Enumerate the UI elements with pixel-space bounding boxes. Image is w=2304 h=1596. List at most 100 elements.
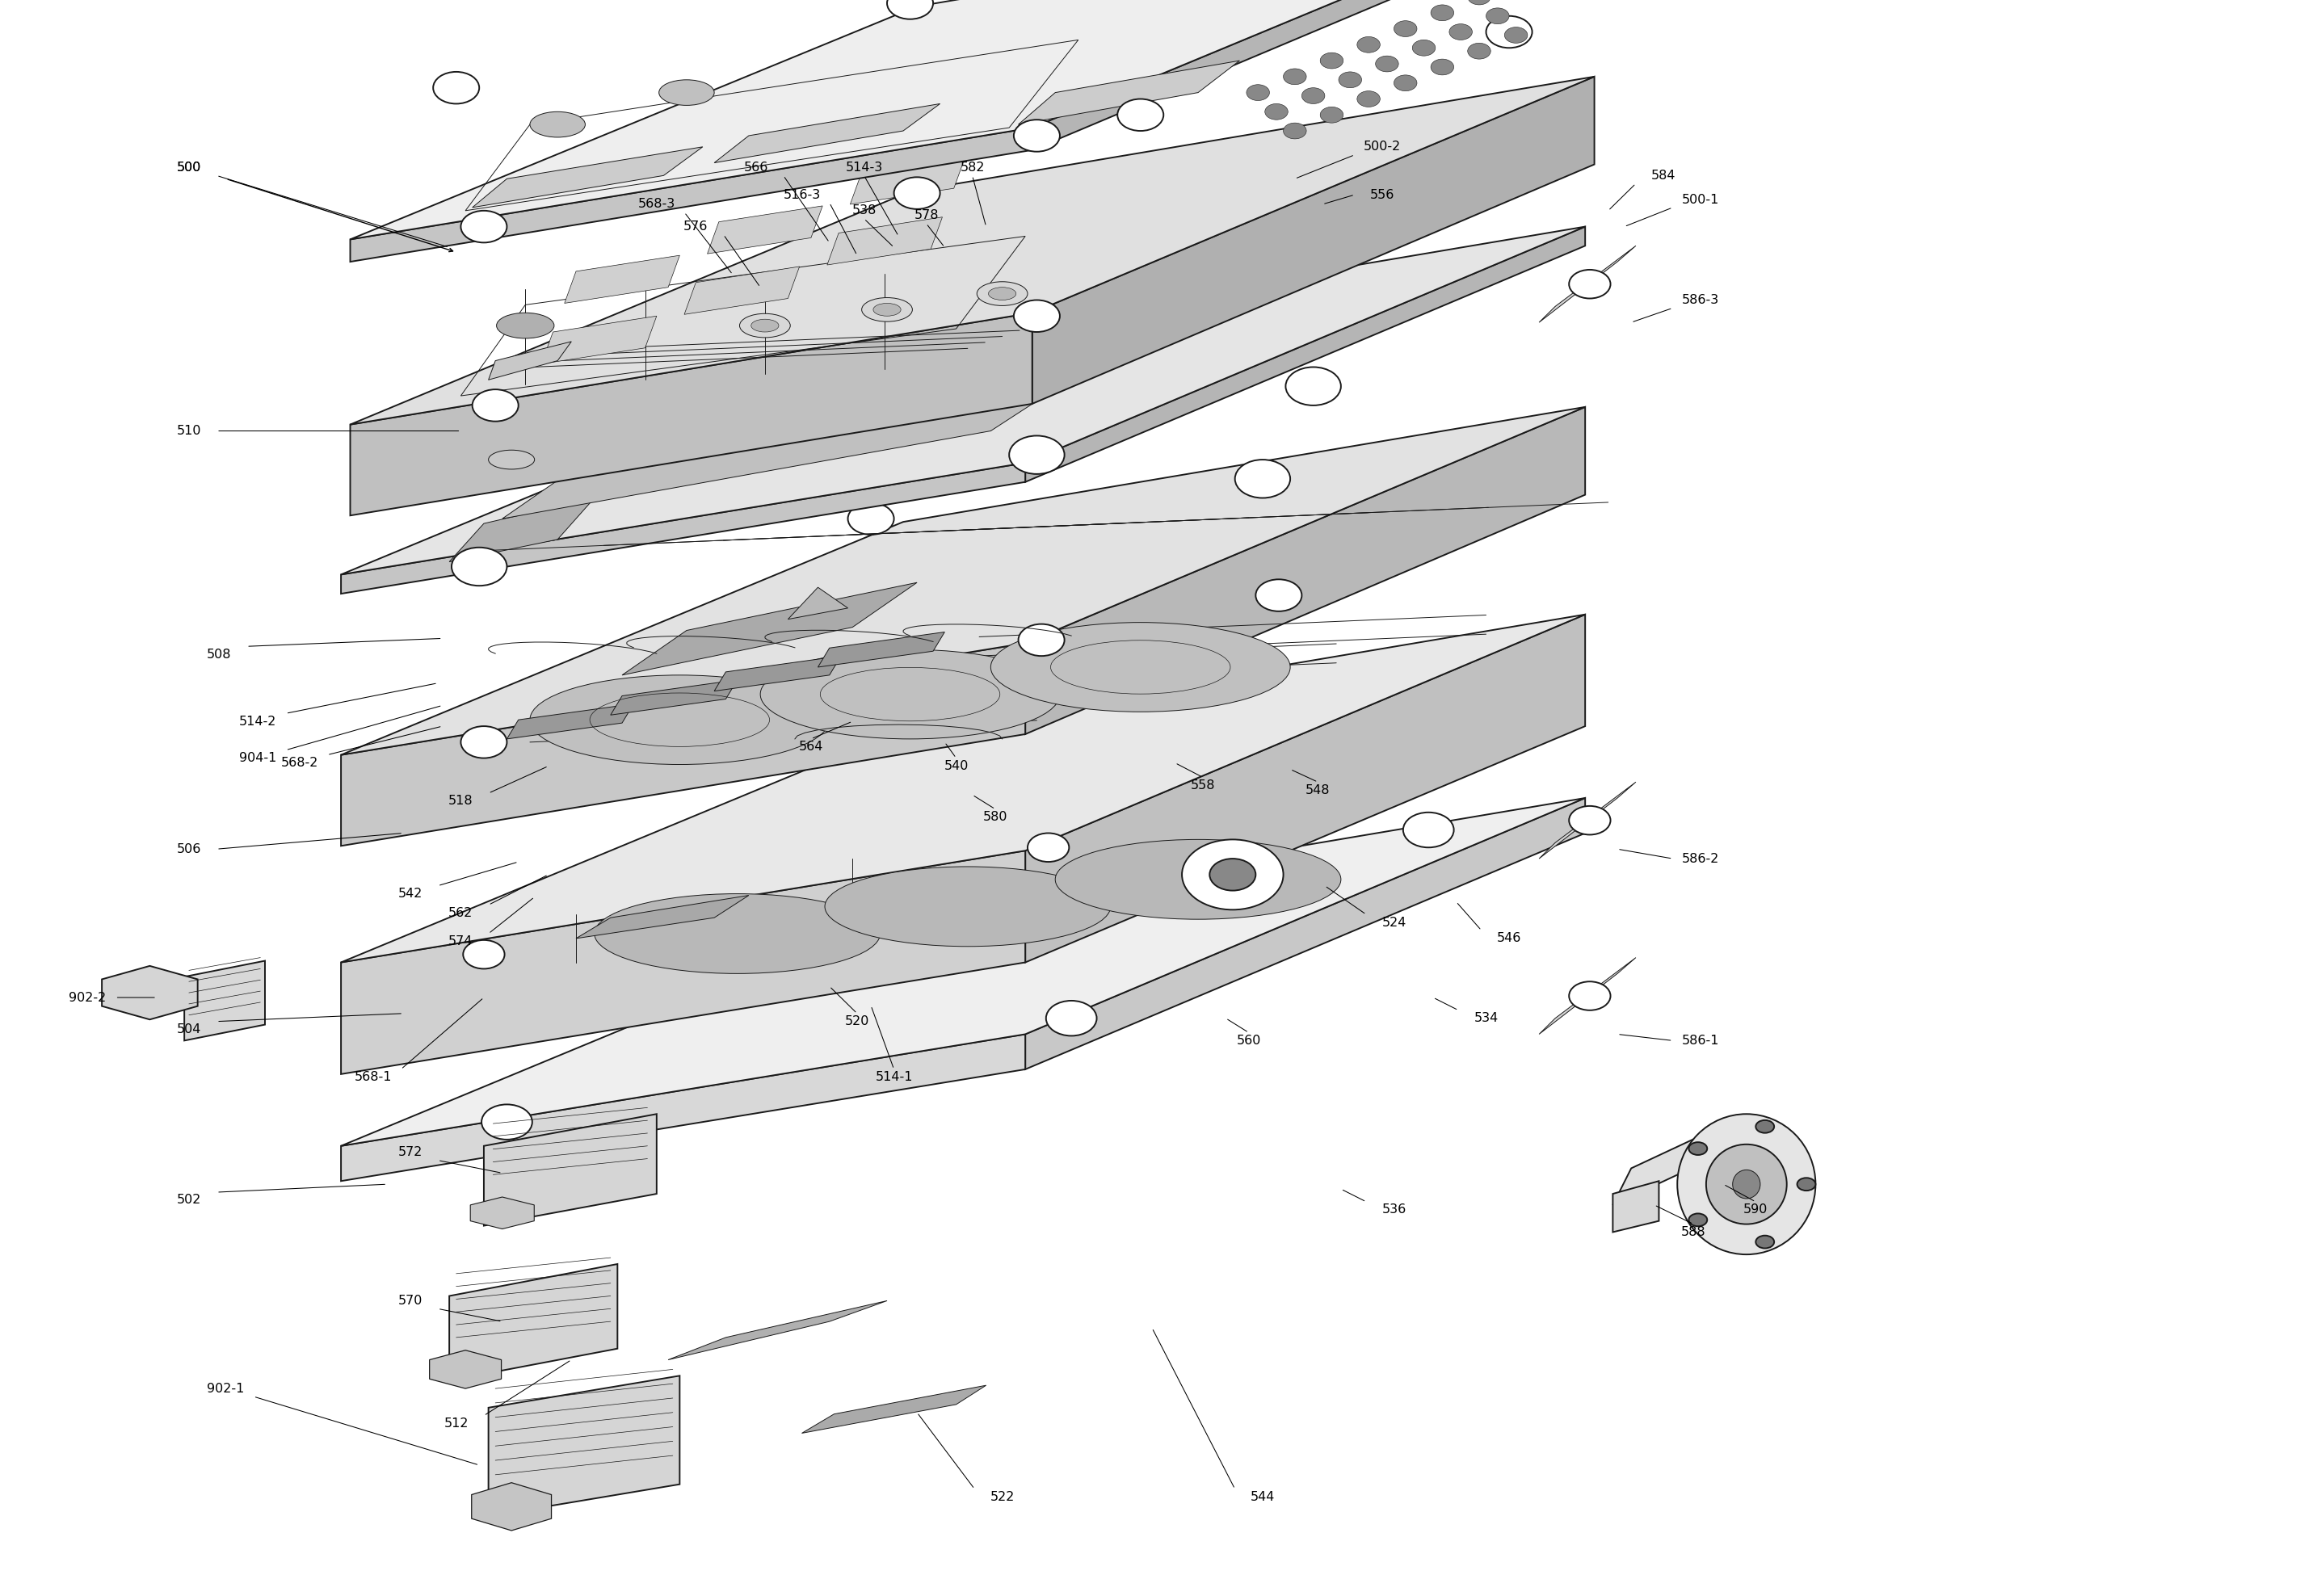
- Circle shape: [1375, 56, 1399, 72]
- Polygon shape: [564, 255, 680, 303]
- Circle shape: [1320, 53, 1343, 69]
- Polygon shape: [341, 614, 1585, 962]
- Text: 510: 510: [177, 425, 200, 437]
- Text: 588: 588: [1682, 1226, 1705, 1238]
- Circle shape: [1283, 69, 1306, 85]
- Polygon shape: [341, 227, 1585, 575]
- Text: 522: 522: [991, 1491, 1014, 1503]
- Text: 582: 582: [961, 161, 984, 174]
- Polygon shape: [507, 704, 634, 739]
- Ellipse shape: [991, 622, 1290, 712]
- Circle shape: [1394, 21, 1417, 37]
- Text: 558: 558: [1191, 779, 1214, 792]
- Polygon shape: [788, 587, 848, 619]
- Polygon shape: [576, 895, 749, 938]
- Circle shape: [887, 0, 933, 19]
- Polygon shape: [1539, 782, 1636, 859]
- Text: 578: 578: [915, 209, 938, 222]
- Polygon shape: [1025, 407, 1585, 734]
- Text: 548: 548: [1306, 784, 1329, 796]
- Polygon shape: [827, 217, 942, 265]
- Polygon shape: [488, 342, 571, 380]
- Circle shape: [1412, 40, 1435, 56]
- Polygon shape: [684, 267, 799, 314]
- Circle shape: [1339, 72, 1362, 88]
- Text: 500: 500: [177, 161, 200, 174]
- Text: 520: 520: [846, 1015, 869, 1028]
- Polygon shape: [184, 961, 265, 1041]
- Ellipse shape: [873, 303, 901, 316]
- Text: 564: 564: [799, 741, 823, 753]
- Circle shape: [1028, 833, 1069, 862]
- Ellipse shape: [988, 287, 1016, 300]
- Circle shape: [1689, 1143, 1707, 1156]
- Polygon shape: [802, 1385, 986, 1433]
- Circle shape: [889, 717, 931, 745]
- Text: 576: 576: [684, 220, 707, 233]
- Polygon shape: [1032, 0, 1601, 150]
- Circle shape: [1235, 460, 1290, 498]
- Polygon shape: [668, 1301, 887, 1360]
- Circle shape: [1265, 104, 1288, 120]
- Text: 500: 500: [177, 161, 200, 174]
- Circle shape: [1756, 1235, 1774, 1248]
- Ellipse shape: [498, 313, 553, 338]
- Text: 568-2: 568-2: [281, 757, 318, 769]
- Circle shape: [433, 72, 479, 104]
- Circle shape: [1246, 85, 1270, 101]
- Ellipse shape: [1677, 1114, 1816, 1254]
- Circle shape: [1018, 624, 1064, 656]
- Polygon shape: [350, 0, 1601, 239]
- Polygon shape: [341, 851, 1025, 1074]
- Ellipse shape: [530, 675, 829, 764]
- Circle shape: [1357, 37, 1380, 53]
- Text: 512: 512: [445, 1417, 468, 1430]
- Polygon shape: [1613, 1181, 1659, 1232]
- Text: 562: 562: [449, 907, 472, 919]
- Circle shape: [1449, 24, 1472, 40]
- Circle shape: [1182, 839, 1283, 910]
- Polygon shape: [1032, 77, 1594, 404]
- Circle shape: [461, 211, 507, 243]
- Ellipse shape: [760, 650, 1060, 739]
- Text: 538: 538: [852, 204, 876, 217]
- Circle shape: [896, 900, 947, 935]
- Circle shape: [1505, 27, 1528, 43]
- Text: 500-2: 500-2: [1364, 140, 1401, 153]
- Text: 904-1: 904-1: [240, 752, 276, 764]
- Text: 572: 572: [399, 1146, 422, 1159]
- Text: 514-1: 514-1: [876, 1071, 912, 1084]
- Text: 542: 542: [399, 887, 422, 900]
- Polygon shape: [1018, 61, 1240, 124]
- Text: 568-3: 568-3: [638, 198, 675, 211]
- Circle shape: [1320, 107, 1343, 123]
- Text: 518: 518: [449, 795, 472, 808]
- Text: 586-2: 586-2: [1682, 852, 1719, 865]
- Circle shape: [1046, 1001, 1097, 1036]
- Ellipse shape: [862, 298, 912, 322]
- Ellipse shape: [751, 319, 779, 332]
- Circle shape: [1302, 88, 1325, 104]
- Ellipse shape: [488, 450, 535, 469]
- Polygon shape: [341, 1034, 1025, 1181]
- Polygon shape: [341, 407, 1585, 755]
- Circle shape: [1797, 1178, 1816, 1191]
- Text: 560: 560: [1237, 1034, 1260, 1047]
- Circle shape: [1569, 806, 1610, 835]
- Polygon shape: [470, 1197, 535, 1229]
- Polygon shape: [429, 1350, 502, 1389]
- Ellipse shape: [594, 894, 880, 974]
- Polygon shape: [341, 643, 1025, 846]
- Ellipse shape: [825, 867, 1111, 946]
- Text: 504: 504: [177, 1023, 200, 1036]
- Text: 580: 580: [984, 811, 1007, 824]
- Circle shape: [1689, 1213, 1707, 1226]
- Polygon shape: [472, 1483, 551, 1531]
- Polygon shape: [350, 77, 1594, 425]
- Text: 590: 590: [1744, 1203, 1767, 1216]
- Text: 540: 540: [945, 760, 968, 772]
- Polygon shape: [1025, 798, 1585, 1069]
- Text: 500-1: 500-1: [1682, 193, 1719, 206]
- Polygon shape: [611, 680, 737, 715]
- Polygon shape: [101, 966, 198, 1020]
